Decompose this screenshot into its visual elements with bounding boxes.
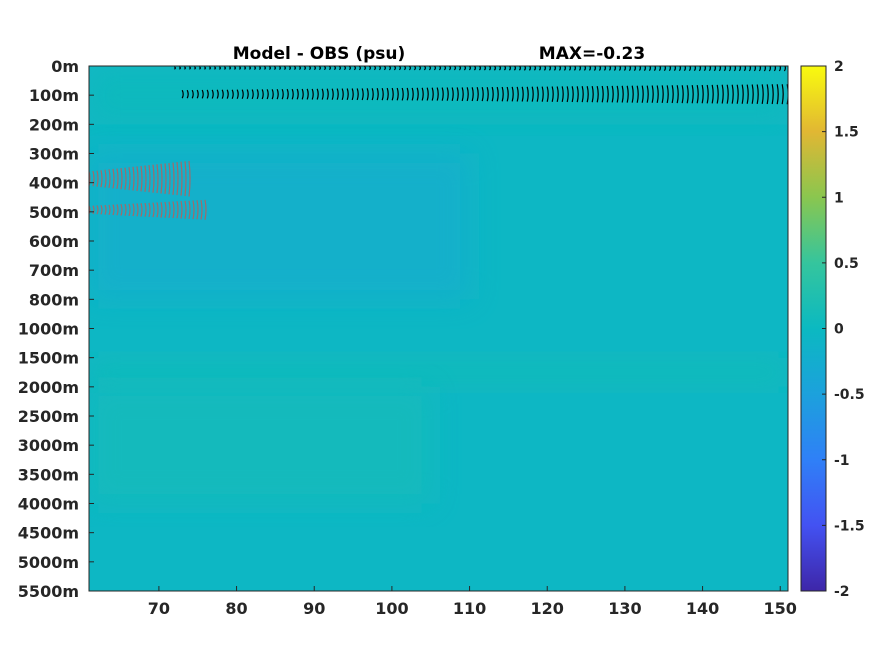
y-tick-label: 5500m <box>18 582 79 601</box>
y-tick-label: 800m <box>29 290 79 309</box>
y-tick-label: 500m <box>29 203 79 222</box>
y-tick-label: 600m <box>29 232 79 251</box>
heatmap-region-3 <box>89 357 788 387</box>
colorbar-ticks: 2 1.5 1 0.5 0 -0.5 -1 -1.5 -2 <box>822 59 865 600</box>
y-tick-label: 300m <box>29 145 79 164</box>
chart-subtitle: MAX=-0.23 <box>539 44 645 64</box>
contour-positive-surface <box>174 66 786 72</box>
contour-positive-100m <box>181 84 788 105</box>
y-tick-label: 3500m <box>18 465 79 484</box>
colorbar-tick-label: 2 <box>834 59 844 75</box>
x-tick-label: 90 <box>303 599 325 618</box>
chart-title: Model - OBS (psu) <box>233 44 406 64</box>
colorbar-tick-label: -2 <box>834 584 850 600</box>
y-tick-label: 700m <box>29 261 79 280</box>
colorbar-tick-label: -1 <box>834 453 850 469</box>
y-tick-label: 400m <box>29 174 79 193</box>
x-tick-label: 80 <box>225 599 247 618</box>
heatmap-region-2 <box>89 153 470 300</box>
heatmap-region-4 <box>89 386 431 504</box>
contour-negative-upper <box>89 160 191 197</box>
y-tick-label: 200m <box>29 115 79 134</box>
y-tick-label: 100m <box>29 86 79 105</box>
heatmap-regions <box>89 66 788 591</box>
x-tick-label: 150 <box>764 599 797 618</box>
y-tick-label: 2500m <box>18 407 79 426</box>
contour-negative-lower <box>89 199 207 220</box>
y-axis-ticks: 0m 100m 200m 300m 400m 500m 600m 700m 800m 1000m 1… <box>18 57 94 601</box>
y-tick-label: 0m <box>51 57 79 76</box>
heatmap-region-0 <box>89 66 788 591</box>
y-tick-label: 4500m <box>18 524 79 543</box>
y-tick-label: 1000m <box>18 320 79 339</box>
x-tick-label: 120 <box>531 599 564 618</box>
y-tick-label: 5000m <box>18 553 79 572</box>
colorbar-tick-label: 0 <box>834 322 844 338</box>
x-tick-label: 100 <box>375 599 408 618</box>
contour-lines <box>89 66 788 220</box>
colorbar-tick-label: -0.5 <box>834 387 865 403</box>
x-axis-ticks: 70 80 90 100 110 120 130 140 150 <box>148 586 797 618</box>
y-tick-label: 3000m <box>18 436 79 455</box>
x-tick-label: 110 <box>453 599 486 618</box>
x-tick-label: 140 <box>686 599 719 618</box>
x-tick-label: 130 <box>608 599 641 618</box>
y-tick-label: 2000m <box>18 378 79 397</box>
x-tick-label: 70 <box>148 599 170 618</box>
y-tick-label: 1500m <box>18 349 79 368</box>
colorbar-tick-label: 0.5 <box>834 256 859 272</box>
colorbar-tick-label: -1.5 <box>834 518 865 534</box>
colorbar-tick-label: 1 <box>834 190 844 206</box>
colorbar-tick-label: 1.5 <box>834 125 859 141</box>
y-tick-label: 4000m <box>18 495 79 514</box>
